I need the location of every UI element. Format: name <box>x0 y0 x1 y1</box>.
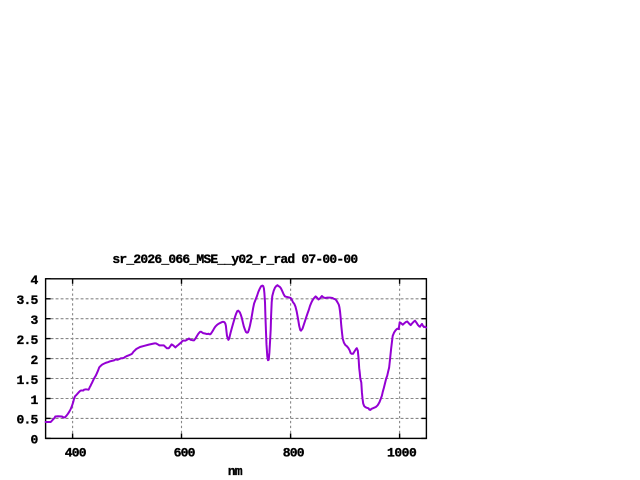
svg-text:800: 800 <box>283 446 305 461</box>
svg-text:0: 0 <box>30 433 38 448</box>
svg-text:1.5: 1.5 <box>16 373 38 388</box>
svg-text:3.5: 3.5 <box>16 293 38 308</box>
svg-text:sr_2026_066_MSE__y02_r_rad 07-: sr_2026_066_MSE__y02_r_rad 07-00-00 <box>112 252 358 267</box>
svg-text:400: 400 <box>65 446 87 461</box>
svg-text:1000: 1000 <box>387 446 417 461</box>
svg-text:3: 3 <box>30 313 38 328</box>
svg-text:600: 600 <box>174 446 196 461</box>
svg-text:nm: nm <box>228 464 243 479</box>
svg-text:2: 2 <box>30 353 38 368</box>
svg-text:0.5: 0.5 <box>16 413 38 428</box>
svg-text:2.5: 2.5 <box>16 333 38 348</box>
svg-text:4: 4 <box>30 273 38 288</box>
svg-text:1: 1 <box>30 393 38 408</box>
